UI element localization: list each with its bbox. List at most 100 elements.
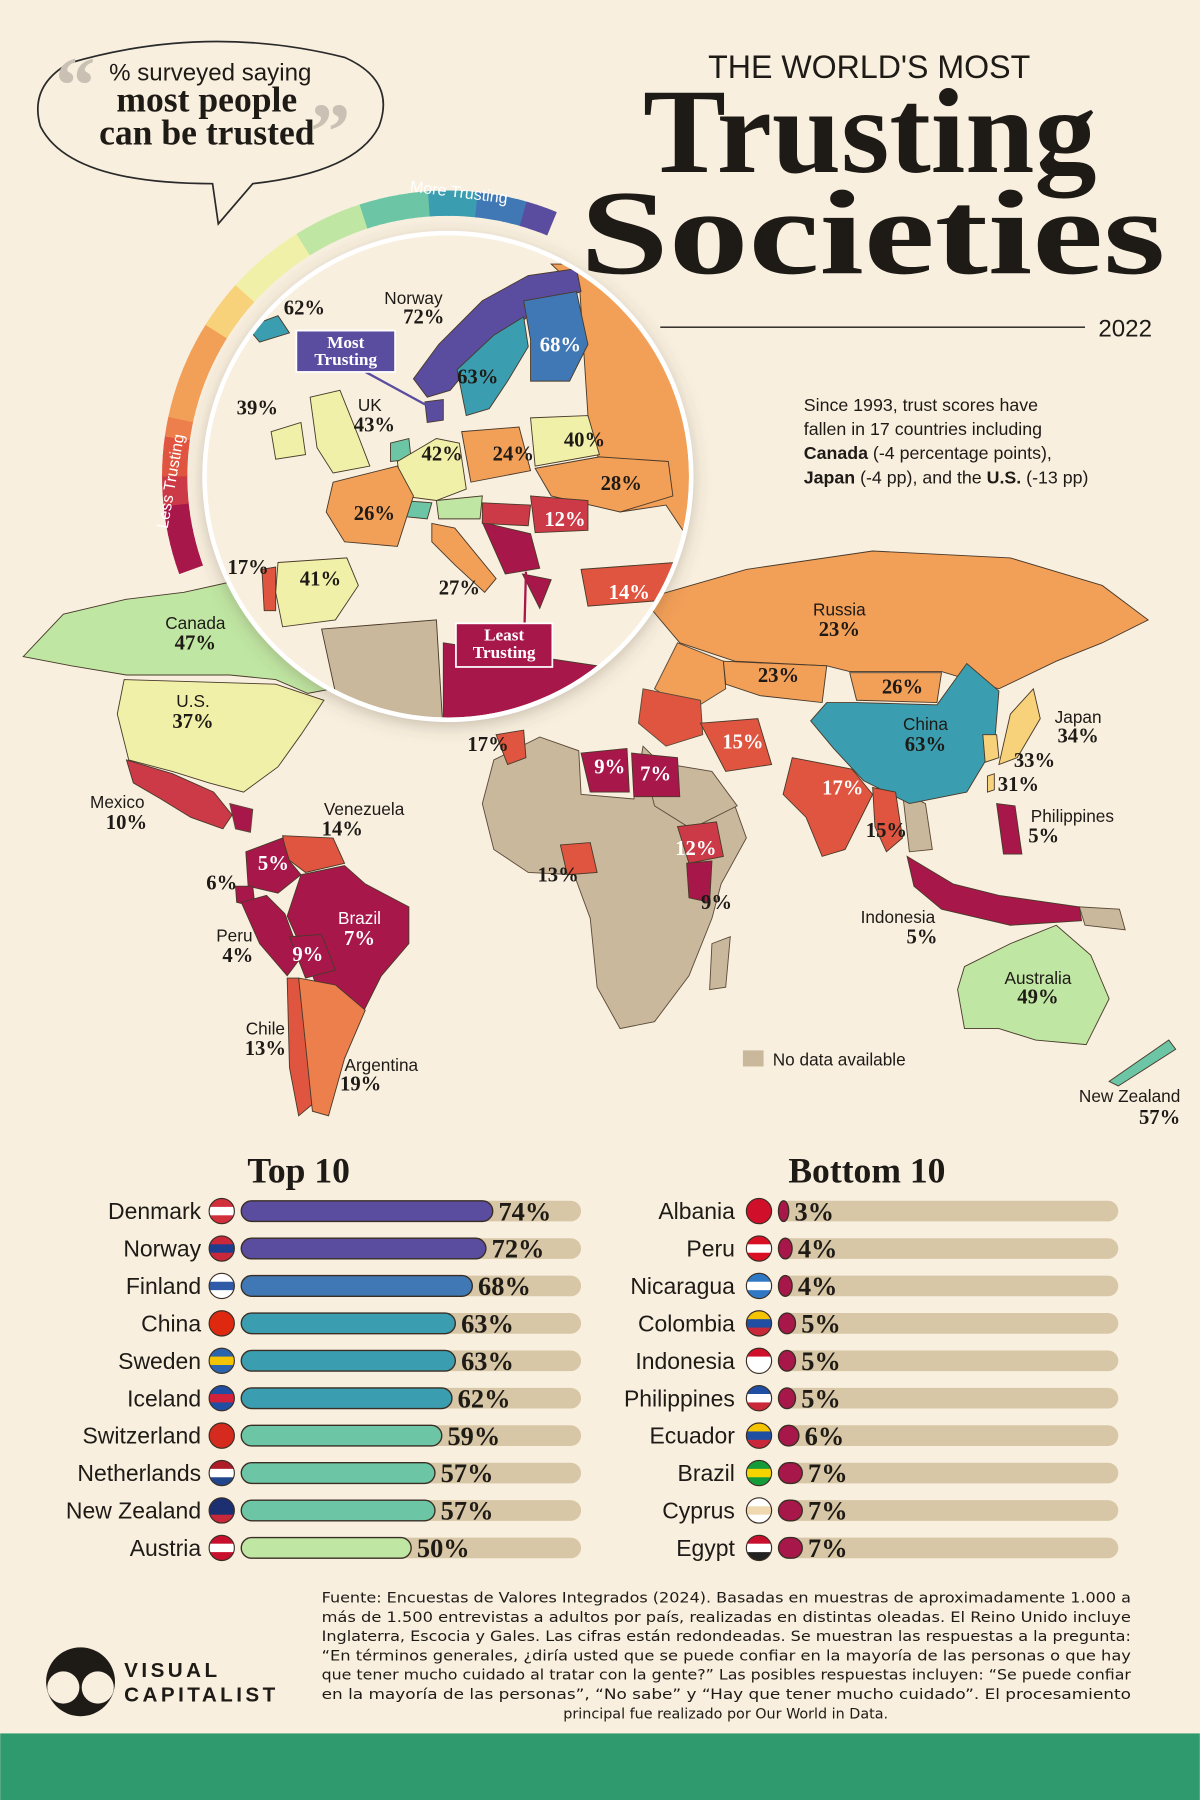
value-label: 4% bbox=[798, 1234, 838, 1264]
flag-stripe bbox=[209, 1348, 235, 1358]
country-name: Australia bbox=[1004, 968, 1071, 988]
country-value: 9% bbox=[292, 944, 323, 966]
flag-stripe bbox=[209, 1235, 235, 1245]
country-value: 63% bbox=[905, 734, 946, 756]
value-label: 50% bbox=[417, 1533, 470, 1563]
source-line: Inglaterra, Escocia y Gales. Las cifras … bbox=[322, 1629, 1131, 1645]
bar bbox=[777, 1237, 793, 1260]
country bbox=[246, 315, 291, 343]
category-label: Nicaragua bbox=[630, 1273, 735, 1299]
footer-band bbox=[0, 1733, 1200, 1800]
country-value: 12% bbox=[675, 838, 716, 860]
country bbox=[495, 729, 527, 766]
flag-ring bbox=[745, 1197, 773, 1225]
flag-stripe bbox=[209, 1506, 235, 1516]
value-label: 7% bbox=[808, 1533, 848, 1563]
callout-text: Trusting bbox=[473, 643, 536, 662]
flag-stripe bbox=[209, 1535, 235, 1545]
flag-ring bbox=[208, 1197, 235, 1225]
country bbox=[523, 291, 589, 382]
flag-stripe bbox=[209, 1319, 235, 1329]
country-name: Japan bbox=[1055, 707, 1102, 727]
flag-stripe bbox=[209, 1281, 235, 1291]
flag-stripe bbox=[746, 1356, 772, 1366]
country-value: 68% bbox=[540, 334, 581, 356]
flag-stripe bbox=[209, 1402, 235, 1411]
country bbox=[998, 687, 1041, 766]
source-line: “En términos generales, ¿diría usted que… bbox=[322, 1648, 1132, 1664]
category-label: Sweden bbox=[118, 1348, 201, 1374]
no-data-region bbox=[637, 688, 704, 747]
flag-ring bbox=[745, 1272, 773, 1300]
country-value: 31% bbox=[998, 774, 1039, 796]
country-name: U.S. bbox=[176, 691, 209, 711]
world-map bbox=[22, 550, 1177, 1117]
country-value: 62% bbox=[284, 298, 325, 320]
note-segment: Since 1993, trust scores have bbox=[804, 395, 1038, 415]
country-value: 47% bbox=[175, 633, 216, 655]
country-value: 37% bbox=[172, 711, 213, 733]
country-value: 33% bbox=[1014, 750, 1055, 772]
country bbox=[849, 672, 943, 704]
flag-stripe bbox=[209, 1477, 235, 1486]
quote-mark: ” bbox=[310, 87, 350, 176]
country bbox=[325, 465, 414, 547]
country bbox=[275, 557, 359, 628]
country-value: 6% bbox=[206, 873, 237, 895]
flag-ring bbox=[208, 1235, 235, 1262]
flag-stripe bbox=[746, 1552, 772, 1561]
no-data-region bbox=[709, 936, 731, 991]
flag-stripe bbox=[746, 1431, 772, 1441]
bar bbox=[240, 1387, 453, 1410]
country bbox=[461, 426, 532, 483]
value-label: 63% bbox=[461, 1346, 514, 1376]
value-label: 5% bbox=[801, 1346, 841, 1376]
flag-stripe bbox=[209, 1290, 235, 1299]
flag-ring bbox=[208, 1534, 235, 1562]
flag-stripe bbox=[209, 1244, 235, 1254]
country-name: Indonesia bbox=[861, 907, 936, 927]
flag-stripe bbox=[209, 1439, 235, 1449]
flag-stripe bbox=[746, 1543, 772, 1553]
country-value: 42% bbox=[421, 443, 462, 465]
country-value: 19% bbox=[340, 1074, 381, 1096]
category-label: Egypt bbox=[676, 1535, 735, 1561]
country-value: 13% bbox=[245, 1038, 286, 1060]
flag-stripe bbox=[746, 1477, 772, 1486]
inset-region bbox=[435, 495, 483, 520]
bar bbox=[777, 1462, 803, 1485]
source-line: Fuente: Encuestas de Valores Integrados … bbox=[322, 1591, 1131, 1607]
country-value: 7% bbox=[640, 764, 671, 786]
flag-ring bbox=[745, 1497, 773, 1524]
country-value: 15% bbox=[722, 731, 763, 753]
bar bbox=[777, 1349, 797, 1372]
country-value: 9% bbox=[701, 892, 732, 914]
note-segment: (-4 pp), and the bbox=[855, 467, 986, 487]
flag-ring bbox=[208, 1422, 235, 1449]
bar-track bbox=[778, 1462, 1119, 1484]
flag-stripe bbox=[209, 1252, 235, 1262]
bar bbox=[777, 1387, 797, 1410]
flag-stripe bbox=[746, 1281, 772, 1291]
country-value: 14% bbox=[322, 819, 363, 841]
flag-stripe bbox=[746, 1468, 772, 1478]
title: Societies bbox=[580, 167, 1165, 300]
country-name: Canada bbox=[165, 613, 226, 633]
country-name: Argentina bbox=[344, 1055, 418, 1075]
flag-stripe bbox=[209, 1460, 235, 1470]
legend-label: No data available bbox=[773, 1049, 906, 1069]
value-label: 6% bbox=[805, 1421, 845, 1451]
bar-track bbox=[778, 1350, 1119, 1372]
bar bbox=[777, 1499, 803, 1522]
note-line: fallen in 17 countries including bbox=[804, 419, 1042, 439]
flag-stripe bbox=[746, 1394, 772, 1403]
flag-stripe bbox=[209, 1552, 235, 1561]
logo-text: VISUAL bbox=[124, 1659, 220, 1682]
flag-stripe bbox=[209, 1206, 235, 1216]
bar bbox=[240, 1424, 443, 1447]
category-label: Brazil bbox=[678, 1460, 735, 1486]
flag-ring bbox=[208, 1459, 235, 1487]
inset-border bbox=[202, 230, 694, 723]
country bbox=[298, 977, 366, 1117]
